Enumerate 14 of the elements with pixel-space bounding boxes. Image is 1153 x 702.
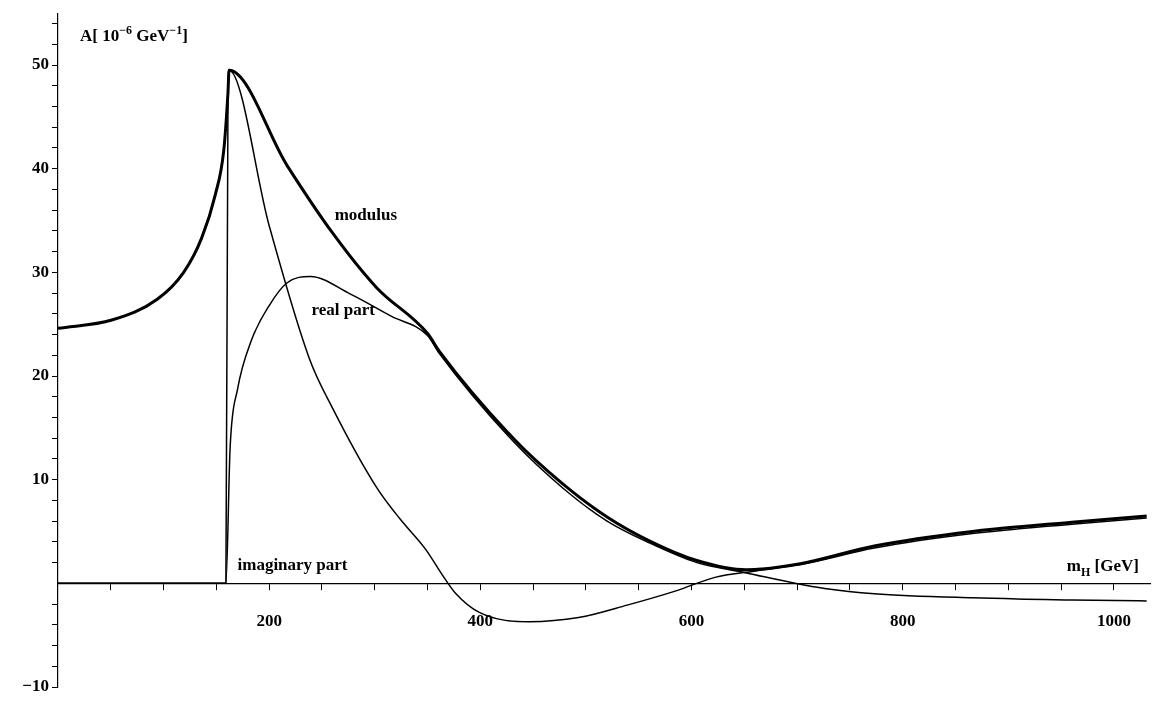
y-tick-label: 10 <box>32 469 49 489</box>
y-tick-label: 30 <box>32 261 49 281</box>
y-tick-label: −10 <box>22 676 49 696</box>
x-tick-label: 200 <box>256 610 282 630</box>
x-tick-label: 400 <box>467 610 494 630</box>
series-label: real part <box>311 300 376 320</box>
y-tick-label: 50 <box>32 54 49 74</box>
y-tick-label: 40 <box>32 158 49 178</box>
x-tick-label: 800 <box>890 610 916 630</box>
series-label: modulus <box>334 204 398 224</box>
y-tick-label: 20 <box>32 365 49 385</box>
series-label: imaginary part <box>237 555 348 575</box>
x-tick-label: 600 <box>678 610 705 630</box>
x-tick-label: 1000 <box>1096 610 1131 630</box>
